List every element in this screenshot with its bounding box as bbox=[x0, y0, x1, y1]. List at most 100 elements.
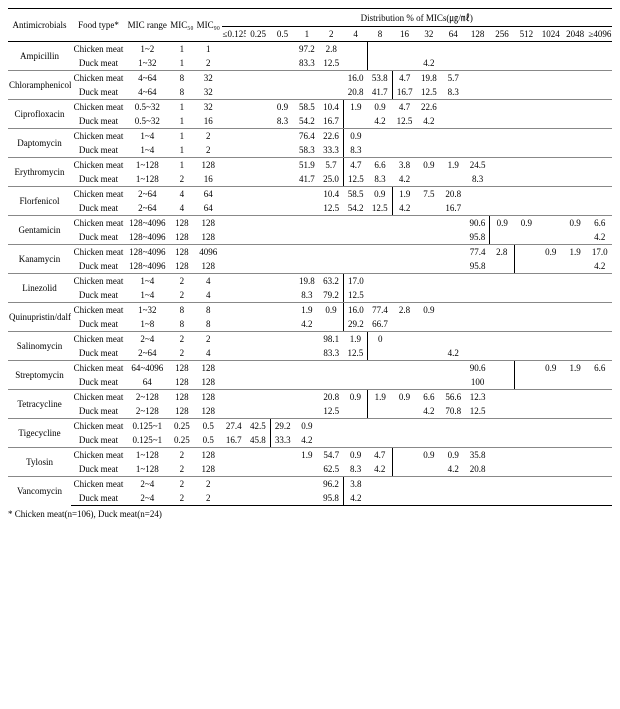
range-cell: 1~4 bbox=[126, 274, 169, 289]
dist-cell: 95.8 bbox=[319, 491, 343, 506]
dist-cell: 83.3 bbox=[295, 56, 319, 71]
dist-cell bbox=[490, 462, 514, 477]
dist-cell: 16.7 bbox=[441, 201, 465, 216]
dist-cell bbox=[490, 346, 514, 361]
mic50-cell: 128 bbox=[169, 259, 195, 274]
dist-cell bbox=[563, 85, 587, 100]
dist-cell bbox=[246, 129, 270, 144]
range-cell: 2~4 bbox=[126, 332, 169, 347]
dist-cell bbox=[222, 114, 246, 129]
dist-cell bbox=[246, 404, 270, 419]
hdr-dist-col: 1024 bbox=[539, 27, 563, 42]
dist-cell bbox=[563, 317, 587, 332]
dist-cell bbox=[270, 259, 294, 274]
dist-cell bbox=[246, 201, 270, 216]
table-header: Antimicrobials Food type* MIC range MIC₅… bbox=[8, 9, 612, 42]
dist-cell bbox=[514, 158, 538, 173]
dist-cell: 19.8 bbox=[417, 71, 441, 86]
dist-cell bbox=[222, 143, 246, 158]
hdr-mic90: MIC₉₀ bbox=[195, 9, 221, 42]
table-row: GentamicinChicken meat128~409612812890.6… bbox=[8, 216, 612, 231]
dist-cell bbox=[587, 303, 612, 318]
dist-cell: 17.0 bbox=[587, 245, 612, 260]
dist-cell bbox=[514, 100, 538, 115]
food-type-cell: Duck meat bbox=[71, 85, 126, 100]
dist-cell bbox=[465, 491, 489, 506]
range-cell: 1~128 bbox=[126, 448, 169, 463]
dist-cell bbox=[222, 71, 246, 86]
dist-cell bbox=[490, 158, 514, 173]
table-row: TetracyclineChicken meat2~12812812820.80… bbox=[8, 390, 612, 405]
dist-cell bbox=[587, 71, 612, 86]
dist-cell bbox=[514, 56, 538, 71]
mic90-cell: 2 bbox=[195, 332, 221, 347]
dist-cell bbox=[587, 56, 612, 71]
dist-cell: 79.2 bbox=[319, 288, 343, 303]
dist-cell bbox=[514, 433, 538, 448]
dist-cell bbox=[222, 42, 246, 57]
dist-cell: 54.2 bbox=[343, 201, 367, 216]
mic50-cell: 8 bbox=[169, 71, 195, 86]
dist-cell bbox=[417, 230, 441, 245]
dist-cell bbox=[441, 100, 465, 115]
dist-cell bbox=[392, 259, 416, 274]
mic90-cell: 0.5 bbox=[195, 419, 221, 434]
dist-cell bbox=[368, 42, 392, 57]
dist-cell bbox=[246, 114, 270, 129]
dist-cell bbox=[563, 419, 587, 434]
dist-cell bbox=[587, 85, 612, 100]
dist-cell bbox=[270, 230, 294, 245]
hdr-dist-col: 16 bbox=[392, 27, 416, 42]
dist-cell: 12.5 bbox=[465, 404, 489, 419]
dist-cell bbox=[441, 477, 465, 492]
food-type-cell: Chicken meat bbox=[71, 361, 126, 376]
mic90-cell: 64 bbox=[195, 201, 221, 216]
range-cell: 0.5~32 bbox=[126, 114, 169, 129]
dist-cell: 58.5 bbox=[343, 187, 367, 202]
mic50-cell: 128 bbox=[169, 245, 195, 260]
dist-cell bbox=[587, 390, 612, 405]
table-row: Duck meat0.125~10.250.516.745.833.34.2 bbox=[8, 433, 612, 448]
table-row: Duck meat2~642483.312.54.2 bbox=[8, 346, 612, 361]
dist-cell bbox=[539, 375, 563, 390]
hdr-antimicrobials: Antimicrobials bbox=[8, 9, 71, 42]
table-row: Duck meat64128128100 bbox=[8, 375, 612, 390]
dist-cell: 25.0 bbox=[319, 172, 343, 187]
dist-cell bbox=[539, 56, 563, 71]
range-cell: 64~4096 bbox=[126, 361, 169, 376]
mic50-cell: 128 bbox=[169, 375, 195, 390]
dist-cell bbox=[392, 491, 416, 506]
dist-cell bbox=[465, 143, 489, 158]
dist-cell bbox=[343, 419, 367, 434]
antimicrobial-name: Gentamicin bbox=[8, 216, 71, 245]
table-row: Duck meat0.5~321168.354.216.74.212.54.2 bbox=[8, 114, 612, 129]
dist-cell bbox=[270, 201, 294, 216]
dist-cell bbox=[587, 187, 612, 202]
range-cell: 1~2 bbox=[126, 42, 169, 57]
dist-cell bbox=[368, 259, 392, 274]
mic90-cell: 2 bbox=[195, 56, 221, 71]
dist-cell bbox=[587, 346, 612, 361]
dist-cell bbox=[392, 346, 416, 361]
dist-cell bbox=[490, 274, 514, 289]
range-cell: 0.5~32 bbox=[126, 100, 169, 115]
dist-cell bbox=[417, 216, 441, 231]
dist-cell bbox=[563, 404, 587, 419]
mic90-cell: 64 bbox=[195, 187, 221, 202]
mic90-cell: 4 bbox=[195, 274, 221, 289]
mic90-cell: 1 bbox=[195, 42, 221, 57]
dist-cell: 45.8 bbox=[246, 433, 270, 448]
dist-cell: 41.7 bbox=[295, 172, 319, 187]
food-type-cell: Chicken meat bbox=[71, 390, 126, 405]
dist-cell: 19.8 bbox=[295, 274, 319, 289]
dist-cell bbox=[441, 419, 465, 434]
dist-cell bbox=[514, 491, 538, 506]
mic50-cell: 8 bbox=[169, 317, 195, 332]
dist-cell: 8.3 bbox=[441, 85, 465, 100]
dist-cell: 20.8 bbox=[465, 462, 489, 477]
dist-cell bbox=[563, 346, 587, 361]
dist-cell bbox=[539, 143, 563, 158]
hdr-dist-col: 256 bbox=[490, 27, 514, 42]
dist-cell bbox=[417, 375, 441, 390]
mic50-cell: 1 bbox=[169, 56, 195, 71]
